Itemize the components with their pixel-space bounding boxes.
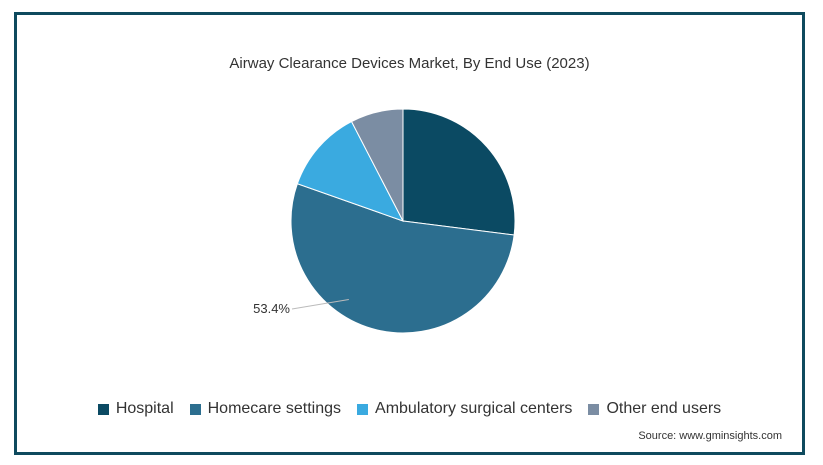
legend-swatch-other xyxy=(588,403,600,415)
pie-chart: 53.4% xyxy=(253,108,516,334)
legend-item-ambulatory: Ambulatory surgical centers xyxy=(357,400,572,418)
legend-item-other: Other end users xyxy=(588,400,721,418)
legend-swatch-homecare xyxy=(189,403,201,415)
legend: Hospital Homecare settings Ambulatory su… xyxy=(17,400,802,418)
label-leader-line xyxy=(291,299,349,310)
pie-slice-homecare-settings xyxy=(290,183,515,334)
pie-slice-ambulatory-surgical-centers xyxy=(296,120,405,222)
legend-label-other: Other end users xyxy=(606,400,722,417)
pie-slice-other-end-users xyxy=(350,108,404,222)
legend-item-homecare: Homecare settings xyxy=(189,400,342,418)
legend-swatch-hospital xyxy=(97,403,109,415)
source-credit: Source: www.gminsights.com xyxy=(638,430,782,442)
legend-swatch-ambulatory xyxy=(357,403,369,415)
legend-item-hospital: Hospital xyxy=(97,400,174,418)
legend-label-ambulatory: Ambulatory surgical centers xyxy=(375,400,573,417)
chart-title: Airway Clearance Devices Market, By End … xyxy=(229,55,590,72)
legend-label-homecare: Homecare settings xyxy=(207,400,342,417)
pie-slice-hospital xyxy=(402,108,516,236)
legend-label-hospital: Hospital xyxy=(115,400,174,417)
chart-frame: Airway Clearance Devices Market, By End … xyxy=(14,12,805,455)
slice-data-label: 53.4% xyxy=(253,301,290,316)
